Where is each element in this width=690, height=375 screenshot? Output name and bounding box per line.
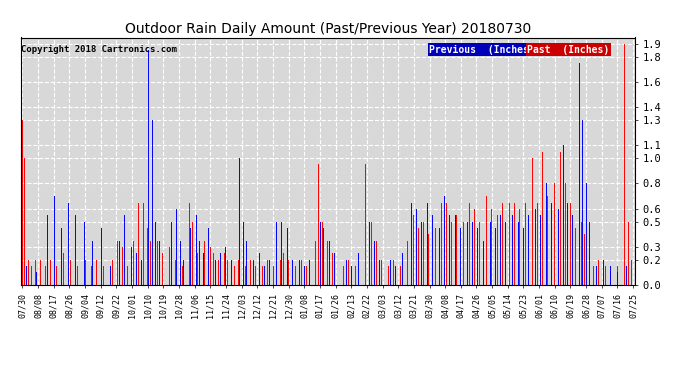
Title: Outdoor Rain Daily Amount (Past/Previous Year) 20180730: Outdoor Rain Daily Amount (Past/Previous…: [125, 22, 531, 36]
Text: Previous  (Inches): Previous (Inches): [429, 45, 535, 55]
Text: Past  (Inches): Past (Inches): [527, 45, 609, 55]
Text: Copyright 2018 Cartronics.com: Copyright 2018 Cartronics.com: [21, 45, 177, 54]
